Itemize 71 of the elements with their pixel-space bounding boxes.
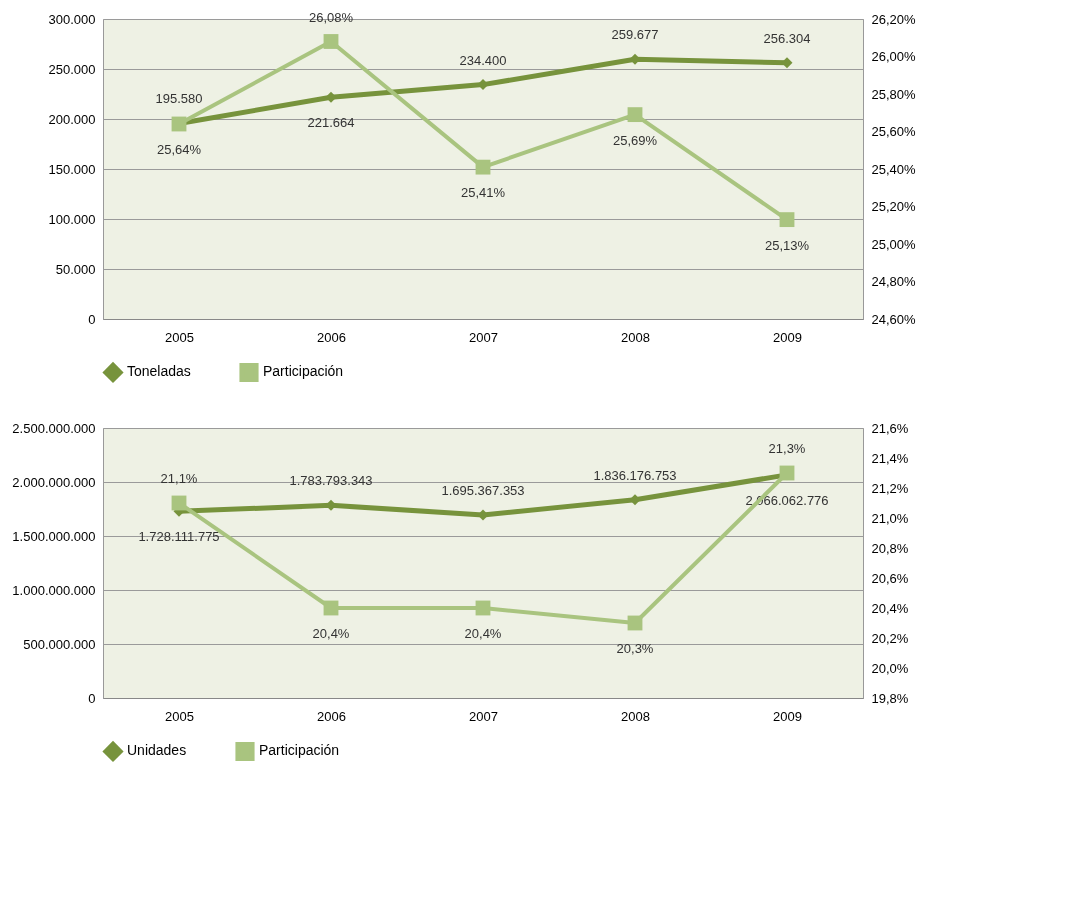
point <box>779 212 795 228</box>
y2-tick-label: 26,20% <box>871 11 917 27</box>
data-label: 21,1% <box>160 471 198 486</box>
data-label: 1.695.367.353 <box>441 482 525 498</box>
x-tick-label: 2009 <box>773 708 802 724</box>
y2-tick-label: 25,60% <box>871 124 917 139</box>
y-tick-label: 1.500.000.000 <box>12 528 96 544</box>
y-tick-label: 250.000 <box>48 61 96 77</box>
y2-tick-label: 20,8% <box>871 540 909 556</box>
y2-tick-label: 19,8% <box>871 690 909 706</box>
data-label: 25,13% <box>764 237 810 253</box>
x-tick-label: 2005 <box>165 329 194 345</box>
data-label: 21,3% <box>768 441 806 456</box>
data-label: 20,4% <box>312 626 350 641</box>
data-label: 20,3% <box>616 641 654 656</box>
y2-tick-label: 24,60% <box>871 311 917 327</box>
data-label: 256.304 <box>763 30 811 46</box>
y-tick-label: 200.000 <box>48 111 96 127</box>
legend-label: Toneladas <box>127 363 191 380</box>
y2-tick-label: 25,20% <box>871 199 917 214</box>
data-label: 25,41% <box>460 185 506 201</box>
x-tick-label: 2008 <box>621 329 650 345</box>
data-label: 234.400 <box>459 52 507 68</box>
y2-tick-label: 21,0% <box>871 510 909 526</box>
point <box>779 465 795 481</box>
data-label: 25,64% <box>156 142 202 157</box>
y2-tick-label: 21,2% <box>871 480 909 496</box>
data-label: 1.783.793.343 <box>289 473 373 489</box>
x-tick-label: 2005 <box>165 708 194 724</box>
y-tick-label: 50.000 <box>55 261 96 277</box>
point <box>627 107 643 123</box>
y-tick-label: 2.500.000.000 <box>12 420 96 436</box>
legend-label: Participación <box>263 363 344 380</box>
legend-label: Unidades <box>127 742 187 759</box>
data-label: 221.664 <box>307 115 355 131</box>
y2-tick-label: 25,40% <box>871 161 917 177</box>
y-tick-label: 0 <box>88 690 96 706</box>
y2-tick-label: 20,6% <box>871 570 909 586</box>
point <box>323 34 339 49</box>
y-tick-label: 300.000 <box>48 11 96 27</box>
x-tick-label: 2009 <box>773 329 802 345</box>
data-label: 1.836.176.753 <box>593 467 677 483</box>
data-label: 2.066.062.776 <box>745 492 829 508</box>
data-label: 259.677 <box>611 27 659 43</box>
y2-tick-label: 24,80% <box>871 274 917 289</box>
point <box>475 159 491 175</box>
data-label: 25,69% <box>612 132 658 148</box>
x-tick-label: 2008 <box>621 708 650 724</box>
data-label: 1.728.111.775 <box>138 529 220 545</box>
y-tick-label: 100.000 <box>48 211 96 227</box>
data-label: 20,4% <box>464 626 502 641</box>
x-tick-label: 2006 <box>317 708 346 724</box>
x-tick-label: 2007 <box>469 329 498 345</box>
y2-tick-label: 21,4% <box>871 450 909 466</box>
y2-tick-label: 26,00% <box>871 49 917 64</box>
y2-tick-label: 20,2% <box>871 630 909 646</box>
data-label: 195.580 <box>155 91 203 107</box>
y2-tick-label: 20,4% <box>871 600 909 616</box>
y-tick-label: 2.000.000.000 <box>12 474 96 490</box>
y-tick-label: 150.000 <box>48 161 96 177</box>
y2-tick-label: 21,6% <box>871 420 909 436</box>
y-tick-label: 1.000.000.000 <box>12 582 96 598</box>
legend-label: Participación <box>259 742 340 759</box>
y2-tick-label: 25,00% <box>871 236 917 252</box>
y-tick-label: 0 <box>88 311 96 327</box>
y-tick-label: 500.000.000 <box>23 636 96 652</box>
x-tick-label: 2007 <box>469 708 498 724</box>
data-label: 26,08% <box>308 9 354 25</box>
y2-tick-label: 25,80% <box>871 86 917 102</box>
y2-tick-label: 20,0% <box>871 660 909 676</box>
x-tick-label: 2006 <box>317 329 346 345</box>
